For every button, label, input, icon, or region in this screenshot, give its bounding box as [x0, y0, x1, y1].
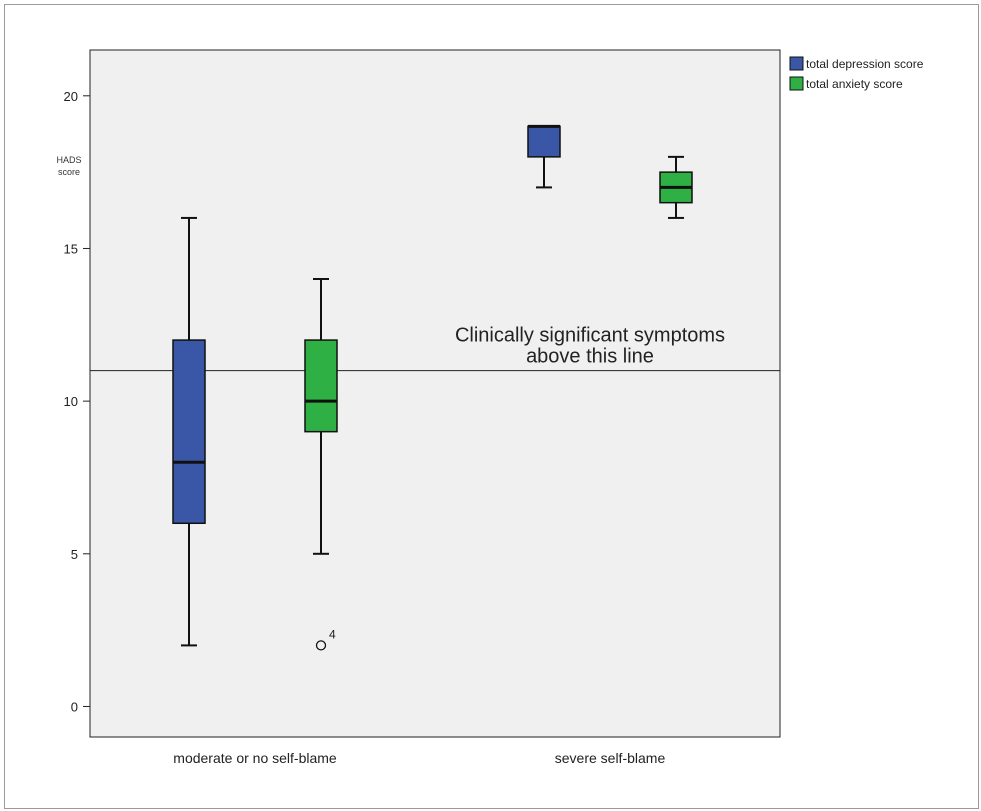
y-axis: 0 5 10 15 20 HADS score [56, 89, 90, 714]
box-1-0: 4 [304, 278, 338, 651]
y-tick-label: 20 [64, 89, 78, 104]
outlier-label: 4 [329, 627, 336, 641]
box-0-1 [527, 124, 561, 189]
y-tick-label: 0 [71, 699, 78, 714]
y-axis-label: score [58, 167, 80, 177]
y-tick-label: 5 [71, 547, 78, 562]
legend-label: total anxiety score [806, 77, 903, 91]
legend: total depression score total anxiety scor… [789, 56, 924, 91]
y-tick-label: 10 [64, 394, 78, 409]
x-category-label: moderate or no self-blame [173, 750, 337, 766]
y-axis-label: HADS [56, 155, 81, 165]
outlier-point [315, 640, 327, 651]
chart-frame: 0 5 10 15 20 HADS score moderate or no self-bl… [4, 4, 979, 809]
box-iqr [527, 125, 561, 158]
boxplot-chart: 0 5 10 15 20 HADS score moderate or no self-bl… [56, 49, 924, 766]
reference-line-label: above this line [526, 346, 654, 368]
box-1-1 [659, 155, 693, 219]
legend-swatch [789, 76, 804, 91]
x-category-label: severe self-blame [555, 750, 666, 766]
legend-label: total depression score [806, 57, 924, 71]
reference-line-label: Clinically significant symptoms [455, 325, 725, 347]
box-iqr [304, 339, 338, 433]
x-axis: moderate or no self-blame severe self-bla… [173, 750, 665, 766]
boxes-group: 4 [172, 124, 693, 651]
box-0-0 [172, 216, 206, 647]
y-tick-label: 15 [64, 241, 78, 256]
legend-swatch [789, 56, 804, 71]
box-iqr [172, 339, 206, 525]
